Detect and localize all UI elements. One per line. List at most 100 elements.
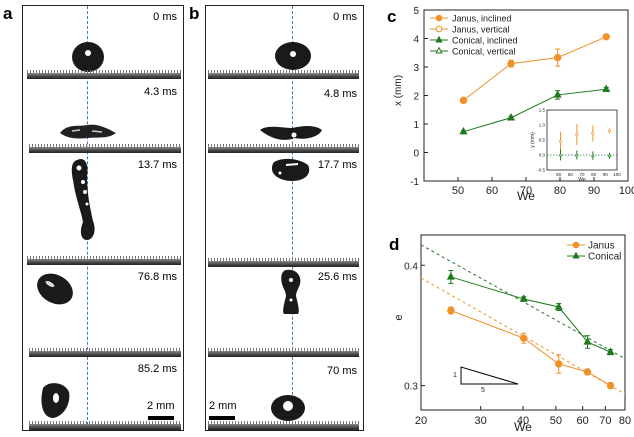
data-point-marker bbox=[555, 360, 563, 368]
droplet-image bbox=[275, 42, 311, 70]
inset-y-tick-label: 1.0 bbox=[539, 123, 546, 128]
droplet-image bbox=[72, 42, 104, 72]
y-tick-label: 0.3 bbox=[404, 382, 418, 393]
time-label: 25.6 ms bbox=[317, 271, 357, 283]
y-tick-label: 5 bbox=[413, 6, 419, 17]
legend-label: Janus, inclined bbox=[452, 14, 512, 24]
data-point-marker bbox=[435, 35, 443, 43]
data-point-marker bbox=[447, 306, 455, 315]
inset-x-tick-label: 100 bbox=[613, 172, 621, 177]
data-point-marker bbox=[507, 112, 516, 121]
y-tick-label: 0.4 bbox=[404, 261, 418, 272]
substrate bbox=[29, 348, 181, 357]
inset-y-tick-label: -0.5 bbox=[537, 168, 545, 173]
substrate bbox=[29, 144, 181, 153]
inset-data-point bbox=[591, 131, 595, 135]
x-tick-label: 80 bbox=[619, 415, 631, 427]
scale-bar-label: 2 mm bbox=[147, 400, 175, 412]
legend-label: Janus, vertical bbox=[452, 25, 510, 35]
scale-bar bbox=[148, 416, 174, 420]
x-tick-label: 50 bbox=[452, 185, 464, 197]
inset-x-tick-label: 70 bbox=[579, 172, 585, 177]
x-tick-label: 90 bbox=[588, 185, 600, 197]
data-point-marker bbox=[520, 334, 528, 342]
inset-y-tick-label: 0.5 bbox=[539, 138, 546, 143]
inset-x-tick-label: 50 bbox=[556, 172, 562, 177]
legend-label: Janus bbox=[588, 241, 615, 252]
inset-x-tick-label: 60 bbox=[568, 172, 574, 177]
inset-x-axis-label: We bbox=[578, 177, 586, 183]
inset-y-tick-label: 0.0 bbox=[539, 153, 546, 158]
data-point-marker bbox=[602, 84, 611, 92]
y-axis-label: x (mm) bbox=[393, 75, 404, 106]
data-point-marker bbox=[507, 59, 515, 68]
inset-data-point bbox=[575, 133, 579, 137]
data-point-marker bbox=[606, 381, 615, 390]
substrate bbox=[208, 348, 359, 357]
inset-frame bbox=[546, 109, 618, 171]
inset-data-point bbox=[574, 152, 579, 157]
data-point-marker bbox=[459, 126, 468, 135]
inset-data-point bbox=[607, 153, 612, 157]
inset-x-tick-label: 80 bbox=[591, 172, 597, 177]
data-point-marker bbox=[583, 337, 592, 345]
panel-d-letter: d bbox=[389, 235, 400, 254]
droplet-image bbox=[71, 158, 95, 240]
data-point-marker bbox=[553, 53, 562, 62]
reference-dashed-line bbox=[292, 6, 293, 430]
data-point-marker bbox=[606, 347, 615, 355]
x-tick-label: 80 bbox=[554, 185, 566, 197]
x-axis-label: We bbox=[514, 420, 532, 434]
x-axis-label: We bbox=[517, 189, 535, 203]
time-label: 85.2 ms bbox=[137, 363, 177, 375]
x-tick-label: 100 bbox=[619, 185, 634, 197]
x-tick-label: 50 bbox=[550, 415, 562, 427]
data-point-marker bbox=[435, 14, 443, 22]
inset-x-tick-label: 90 bbox=[603, 172, 609, 177]
droplet-image bbox=[260, 126, 322, 140]
panel-c-letter: c bbox=[387, 7, 397, 26]
scale-bar-label: 2 mm bbox=[209, 400, 237, 412]
y-tick-label: 0 bbox=[413, 149, 419, 160]
substrate bbox=[208, 258, 359, 267]
data-point-marker bbox=[435, 46, 443, 54]
x-tick-label: 60 bbox=[486, 185, 498, 197]
time-label: 0 ms bbox=[333, 11, 357, 23]
data-point-marker bbox=[602, 33, 610, 41]
time-label: 13.7 ms bbox=[137, 159, 177, 171]
time-label: 0 ms bbox=[153, 11, 177, 23]
substrate bbox=[27, 70, 181, 79]
panel-b-letter: b bbox=[189, 4, 200, 23]
time-label: 17.7 ms bbox=[317, 159, 357, 171]
y-tick-label: 2 bbox=[413, 92, 419, 103]
legend-label: Conical, vertical bbox=[452, 47, 516, 57]
y-axis-label: e bbox=[393, 314, 405, 320]
data-point-marker bbox=[459, 96, 468, 105]
droplet-image bbox=[281, 269, 301, 314]
panel-b-image-sequence: 0 ms 4.8 ms 17.7 ms 25.6 ms 70 ms 2 mm bbox=[205, 5, 364, 431]
inset-data-point bbox=[590, 153, 595, 157]
data-point-marker bbox=[435, 25, 443, 33]
time-label: 76.8 ms bbox=[137, 271, 177, 283]
data-point-marker bbox=[446, 272, 455, 280]
panel-a-image-sequence: 0 ms 4.3 ms 13.7 ms 76.8 ms 85.2 ms 2 mm bbox=[22, 5, 184, 431]
series-line bbox=[463, 36, 607, 101]
legend-label: Conical, inclined bbox=[452, 36, 518, 46]
droplet-image bbox=[37, 273, 73, 305]
droplet-image bbox=[41, 383, 70, 418]
substrate bbox=[27, 256, 181, 265]
substrate bbox=[29, 421, 181, 430]
slope-triangle bbox=[460, 366, 519, 385]
legend-label: Conical bbox=[588, 252, 621, 263]
inset-data-point bbox=[559, 140, 563, 144]
y-tick-label: 4 bbox=[413, 35, 419, 46]
substrate bbox=[208, 421, 359, 430]
droplet-image bbox=[271, 395, 305, 421]
data-point-marker bbox=[583, 368, 592, 376]
data-point-marker bbox=[554, 302, 563, 310]
substrate bbox=[208, 144, 359, 153]
inset-data-point bbox=[608, 129, 612, 133]
droplet-image bbox=[60, 124, 116, 139]
time-label: 4.8 ms bbox=[323, 88, 357, 100]
